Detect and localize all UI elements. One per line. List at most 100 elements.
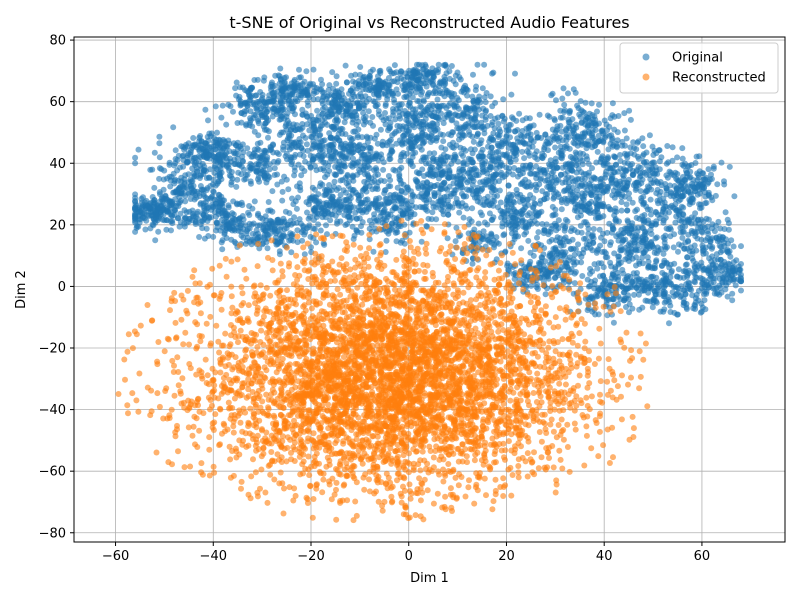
original-point [343,111,349,117]
original-point [272,165,278,171]
original-point [328,154,334,160]
original-point [598,235,604,241]
original-point [374,132,380,138]
original-point [561,102,567,108]
original-point [664,161,670,167]
original-point [269,80,275,86]
original-point [436,83,442,89]
original-point [605,154,611,160]
original-point [591,120,597,126]
original-point [387,199,393,205]
original-point [671,261,677,267]
original-point [568,191,574,197]
original-point [222,230,228,236]
original-point [484,171,490,177]
original-point [161,177,167,183]
original-point [673,292,679,298]
original-point [392,168,398,174]
original-point [262,127,268,133]
original-point [579,230,585,236]
original-point [528,250,534,256]
original-point [614,180,620,186]
original-point [581,219,587,225]
original-point [653,275,659,281]
original-point [679,218,685,224]
original-point [622,151,628,157]
original-point [692,302,698,308]
original-point [168,227,174,233]
original-point [272,229,278,235]
original-point [172,207,178,213]
original-point [633,185,639,191]
original-point [552,135,558,141]
original-point [645,207,651,213]
original-point [275,158,281,164]
original-point [648,274,654,280]
original-point [410,122,416,128]
original-point [506,182,512,188]
original-point [644,150,650,156]
original-point [255,211,261,217]
original-point [659,270,665,276]
original-point [469,157,475,163]
original-point [389,132,395,138]
original-point [628,117,634,123]
original-point [427,111,433,117]
original-point [622,128,628,134]
original-point [456,182,462,188]
original-point [262,222,268,228]
original-point [651,160,657,166]
original-point [559,199,565,205]
original-point [636,261,642,267]
original-point [589,100,595,106]
original-point [596,215,602,221]
original-point [352,109,358,115]
original-point [528,283,534,289]
original-point [334,73,340,79]
original-point [402,87,408,93]
original-point [332,179,338,185]
original-point [515,174,521,180]
original-point [350,89,356,95]
original-point [652,148,658,154]
original-point [184,220,190,226]
original-point [525,238,531,244]
original-point [497,132,503,138]
original-point [392,62,398,68]
original-point [294,183,300,189]
original-point [429,216,435,222]
original-point [543,291,549,297]
original-point [305,148,311,154]
original-point [530,195,536,201]
original-point [279,114,285,120]
original-point [344,80,350,86]
original-point [475,131,481,137]
original-point [616,257,622,263]
original-point [421,99,427,105]
original-point [186,140,192,146]
original-point [459,200,465,206]
original-point [259,95,265,101]
original-point [607,242,613,248]
original-point [495,149,501,155]
original-point [371,211,377,217]
original-point [252,198,258,204]
original-point [662,200,668,206]
original-point [404,151,410,157]
original-point [276,151,282,157]
original-point [630,238,636,244]
original-point [449,94,455,100]
original-point [138,196,144,202]
original-point [305,99,311,105]
original-point [317,183,323,189]
original-point [565,218,571,224]
original-point [623,279,629,285]
original-point [132,206,138,212]
original-point [196,135,202,141]
original-point [294,206,300,212]
original-point [574,135,580,141]
original-point [505,207,511,213]
original-point [396,113,402,119]
original-point [660,206,666,212]
original-point [249,222,255,228]
